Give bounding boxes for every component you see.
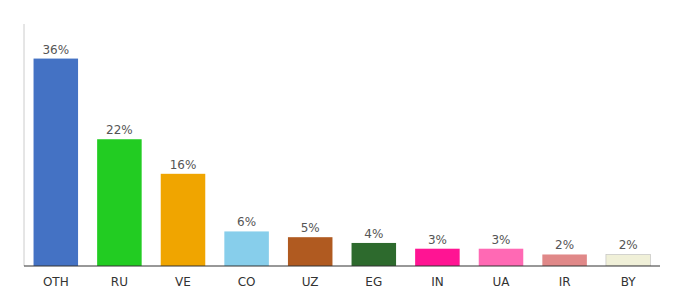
- x-axis-line: [24, 265, 660, 266]
- data-label: 4%: [364, 227, 383, 241]
- bars: [34, 59, 651, 266]
- bar: [606, 254, 651, 266]
- x-tick-label: RU: [111, 275, 128, 289]
- bar: [224, 231, 269, 266]
- x-tick-label: EG: [365, 275, 382, 289]
- data-label: 5%: [301, 221, 320, 235]
- data-label: 16%: [170, 158, 197, 172]
- x-tick-label: OTH: [43, 275, 69, 289]
- bar: [34, 59, 79, 266]
- x-tick-label: VE: [175, 275, 191, 289]
- bar: [542, 254, 587, 266]
- x-tick-label: UA: [493, 275, 511, 289]
- labels: 36% OTH 22% RU 16% VE 6% CO 5% UZ 4% EG 3% IN 3% UA 2% IR…: [42, 43, 637, 289]
- x-tick-label: IR: [559, 275, 571, 289]
- data-label: 3%: [491, 233, 510, 247]
- bar: [97, 139, 142, 266]
- bar: [161, 174, 206, 266]
- chart-svg: 36% OTH 22% RU 16% VE 6% CO 5% UZ 4% EG 3% IN 3% UA 2% IR…: [0, 0, 680, 300]
- x-tick-label: BY: [621, 275, 637, 289]
- data-label: 2%: [555, 238, 574, 252]
- bar: [352, 243, 397, 266]
- data-label: 36%: [42, 43, 69, 57]
- data-label: 3%: [428, 233, 447, 247]
- bar: [479, 249, 524, 266]
- bar: [415, 249, 460, 266]
- chart-container: 36% OTH 22% RU 16% VE 6% CO 5% UZ 4% EG 3% IN 3% UA 2% IR…: [0, 0, 680, 300]
- x-tick-label: UZ: [302, 275, 319, 289]
- x-tick-label: CO: [238, 275, 256, 289]
- x-tick-label: IN: [431, 275, 444, 289]
- data-label: 2%: [619, 238, 638, 252]
- y-axis-line: [24, 24, 25, 266]
- data-label: 6%: [237, 215, 256, 229]
- data-label: 22%: [106, 123, 133, 137]
- bar: [288, 237, 333, 266]
